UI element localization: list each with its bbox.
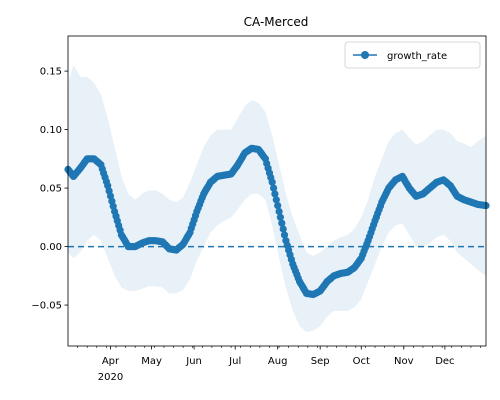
x-tick-label: Oct <box>353 356 370 367</box>
data-point <box>270 184 278 192</box>
chart-title: CA-Merced <box>244 15 309 29</box>
data-point <box>274 202 282 210</box>
x-tick-label: Sep <box>311 356 330 367</box>
legend-box <box>344 41 481 69</box>
x-tick-label: May <box>141 356 162 367</box>
legend-label: growth_rate <box>387 51 447 62</box>
data-point <box>278 219 286 227</box>
data-point <box>275 207 283 216</box>
y-tick-label: 0.05 <box>40 184 62 195</box>
legend-swatch-marker <box>361 51 369 59</box>
data-point <box>271 190 279 198</box>
x-tick-label: Aug <box>268 356 288 367</box>
plot-frame <box>67 35 487 347</box>
y-tick-label: 0.15 <box>40 67 62 78</box>
x-tick-label: Nov <box>394 356 414 367</box>
y-tick-label: 0.00 <box>40 242 62 253</box>
x-tick-label: Jul <box>228 356 241 367</box>
x-tick-label: Apr <box>102 356 120 367</box>
series-markers <box>64 144 490 299</box>
x-tick-label: Dec <box>435 356 454 367</box>
data-point <box>280 231 289 239</box>
data-point <box>279 225 287 233</box>
data-point <box>268 178 276 186</box>
y-tick-label: −0.05 <box>31 301 62 312</box>
x-tick-label: Jun <box>185 356 202 367</box>
data-point <box>276 213 284 221</box>
x-tick-year-label: 2020 <box>98 372 123 383</box>
data-point <box>272 196 280 204</box>
y-tick-label: 0.10 <box>40 125 62 136</box>
